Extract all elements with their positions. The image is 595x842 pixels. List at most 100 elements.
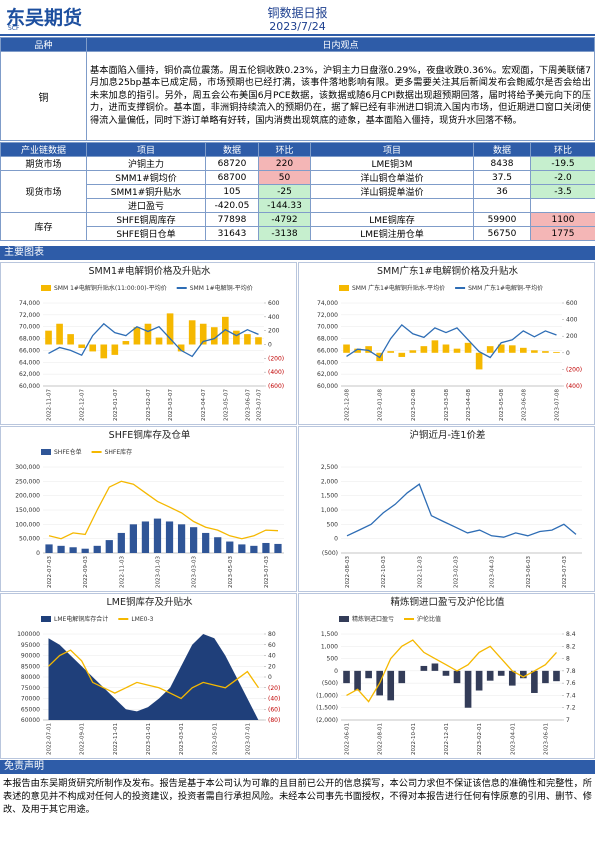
legend-label: 精炼铜进口盈亏 <box>352 615 394 623</box>
line <box>48 322 259 358</box>
legend-label: LME0-3 <box>131 616 153 623</box>
bar <box>531 350 538 353</box>
x-tick-label: 2022-12-01 <box>444 723 450 755</box>
y-tick-label: 70000 <box>21 696 40 703</box>
y-tick-label: 80000 <box>21 674 40 681</box>
change: 50 <box>258 170 311 185</box>
x-tick-label: 2022-10-03 <box>381 556 387 588</box>
y2-tick-label: 7.4 <box>566 692 576 699</box>
y2-tick-label: (60) <box>268 706 280 713</box>
y-tick-label: 74,000 <box>317 300 338 307</box>
x-tick-label: 2023-06-08 <box>521 389 527 421</box>
x-tick-label: 2023-06-07 <box>245 389 251 421</box>
bar <box>129 524 137 553</box>
bar <box>442 344 450 353</box>
header-cell: 项目 <box>310 142 474 157</box>
value: 68700 <box>205 170 259 185</box>
chart: LME铜库存及升贴水 LME电解铜库存合计 LME0-3 60000 65000 7000… <box>0 593 297 759</box>
y-tick-label: 70,000 <box>19 324 40 331</box>
y-tick-label: 62,000 <box>19 371 40 378</box>
bar <box>177 344 185 352</box>
header-cell: 数据 <box>205 142 259 157</box>
bar <box>111 344 119 355</box>
y-tick-label: 1,000 <box>321 507 338 514</box>
logo-sub: SCF <box>8 25 20 32</box>
line <box>346 323 557 359</box>
bar <box>442 670 450 676</box>
y2-tick-label: 8.2 <box>566 643 576 650</box>
bar <box>508 670 516 686</box>
line <box>346 483 577 538</box>
y-tick-label: 300,000 <box>15 464 40 471</box>
logo: 东吴期货 <box>6 7 83 29</box>
legend-label: SHFE库存 <box>105 448 133 456</box>
value: -420.05 <box>205 198 259 213</box>
x-tick-label: 2022-09-01 <box>80 723 86 755</box>
y-tick-label: 50,000 <box>19 536 40 543</box>
bar <box>89 344 97 352</box>
data-row: 期货市场 沪铜主力 68720 220 LME铜3M 8438 -19.5 <box>0 156 595 171</box>
item: SHFE铜周库存 <box>86 212 206 227</box>
bar <box>420 665 428 671</box>
bar <box>166 313 174 345</box>
x-tick-label: 2022-07-03 <box>47 556 53 588</box>
x-tick-label: 2022-12-07 <box>80 389 86 421</box>
empty-cell <box>310 198 474 213</box>
x-tick-label: 2023-07-08 <box>554 389 560 421</box>
bar <box>464 670 472 708</box>
bar <box>105 540 113 553</box>
x-tick-label: 2023-04-03 <box>490 556 496 588</box>
bar <box>144 323 152 345</box>
x-tick-label: 2023-05-03 <box>228 556 234 588</box>
header-cell: 数据 <box>473 142 531 157</box>
y2-tick-label: 400 <box>268 314 280 321</box>
bar <box>542 351 549 353</box>
y-tick-label: 65000 <box>21 706 40 713</box>
bar <box>202 532 210 553</box>
y-tick-label: (2,000) <box>316 717 338 724</box>
legend-swatch <box>339 616 349 622</box>
y-tick-label: 64,000 <box>317 359 338 366</box>
bar <box>210 327 218 345</box>
x-tick-label: 2023-01-08 <box>378 389 384 421</box>
y-tick-label: 2,500 <box>321 464 338 471</box>
x-tick-label: 2023-01-01 <box>146 723 152 755</box>
header-rule <box>0 34 595 36</box>
change: -25 <box>258 184 311 199</box>
x-tick-label: 2023-03-07 <box>168 389 174 421</box>
data-row: SMM1#铜升贴水 105 -25 洋山铜提单溢价 36 -3.5 <box>1 184 595 199</box>
x-tick-label: 2023-01-03 <box>155 556 161 588</box>
x-tick-label: 2023-05-01 <box>212 723 218 755</box>
change: -4792 <box>258 212 311 227</box>
y2-tick-label: (400) <box>566 383 582 390</box>
section-bar: 主要图表 <box>0 246 595 260</box>
bar <box>100 344 108 359</box>
bar <box>520 670 527 679</box>
bar <box>190 527 198 553</box>
chart-title: 精炼铜进口盈亏及沪伦比值 <box>390 596 505 608</box>
y2-tick-label: (20) <box>268 685 280 692</box>
bar <box>155 337 163 345</box>
value: 8438 <box>473 156 531 171</box>
y-tick-label: 1,500 <box>321 631 338 638</box>
bar <box>475 670 483 691</box>
bar <box>57 545 65 553</box>
x-tick-label: 2022-09-03 <box>83 556 89 588</box>
bar <box>45 544 53 553</box>
bar <box>56 323 63 345</box>
section-bar: 免责声明 <box>0 760 595 774</box>
legend-swatch <box>339 285 349 291</box>
x-tick-label: 2022-07-01 <box>47 723 53 755</box>
area <box>48 634 259 721</box>
y2-tick-label: (200) <box>268 355 284 362</box>
bar <box>365 346 372 353</box>
view-text: 基本面陷入僵持，铜价高位震荡。周五伦铜收跌0.23%，沪铜主力日盘涨0.29%，… <box>86 51 595 141</box>
x-tick-label: 2022-10-01 <box>411 723 417 755</box>
header-cell: 品种 <box>0 37 87 52</box>
data-row: 现货市场 SMM1#铜均价 68700 50 洋山铜仓单溢价 37.5 -2.0 <box>0 170 595 213</box>
x-tick-label: 2023-04-07 <box>201 389 207 421</box>
bar <box>365 670 372 679</box>
y-tick-label: 68,000 <box>317 336 338 343</box>
